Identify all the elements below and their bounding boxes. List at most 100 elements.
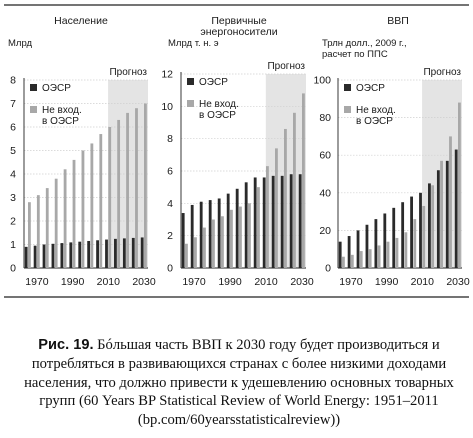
bar-non-oecd <box>135 108 138 268</box>
chart-panel-3: Прогноз 0 20 40 60 80 100 1970 1990 2010 2030 ВВП Тр… <box>313 15 469 288</box>
forecast-label: Прогноз <box>423 67 461 78</box>
x-tick-label: 1970 <box>25 276 49 288</box>
x-tick-label: 1970 <box>182 276 206 288</box>
legend-swatch <box>30 106 37 113</box>
chart-title: Первичные энергоносители <box>200 15 277 38</box>
legend-swatch <box>344 84 351 91</box>
bar-non-oecd <box>239 206 242 268</box>
bar-non-oecd <box>185 243 188 268</box>
bar-oecd <box>244 182 248 268</box>
y-tick-label: 6 <box>10 122 16 134</box>
chart-panel-2: Прогноз 0 2 4 6 8 10 12 1970 1990 2010 2030 Первичны… <box>161 15 314 288</box>
bar-oecd <box>347 236 351 268</box>
bar-non-oecd <box>81 150 85 268</box>
bar-non-oecd <box>203 227 206 268</box>
bar-non-oecd <box>45 188 49 268</box>
x-tick-label: 2030 <box>132 276 156 288</box>
bar-oecd <box>289 174 293 268</box>
bar-oecd <box>298 174 302 268</box>
bar-non-oecd <box>72 159 76 268</box>
bar-oecd <box>122 238 126 268</box>
bar-non-oecd <box>54 178 58 268</box>
bar-oecd <box>42 244 46 268</box>
legend-label: Не вход. в ОЭСР <box>356 105 396 127</box>
bar-oecd <box>235 188 239 268</box>
caption-label: Рис. 19. <box>38 337 94 353</box>
y-tick-label: 4 <box>167 198 173 210</box>
bar-oecd <box>60 243 64 268</box>
bar-oecd <box>114 238 117 268</box>
bar-non-oecd <box>126 112 129 269</box>
bar-non-oecd <box>386 241 390 268</box>
bar-oecd <box>140 237 144 268</box>
bar-oecd <box>226 193 230 268</box>
bar-oecd <box>410 196 413 268</box>
legend-swatch <box>187 100 194 107</box>
bar-non-oecd <box>404 232 408 268</box>
bar-oecd <box>217 198 221 268</box>
x-tick-label: 2010 <box>97 276 121 288</box>
y-tick-label: 2 <box>167 230 173 242</box>
bar-non-oecd <box>230 209 233 268</box>
legend-label: Не вход. в ОЭСР <box>199 99 239 121</box>
forecast-label: Прогноз <box>109 67 147 78</box>
bar-oecd <box>401 202 405 268</box>
bar-non-oecd <box>194 237 197 268</box>
bar-non-oecd <box>368 249 372 268</box>
legend-label: ОЭСР <box>356 83 385 94</box>
bar-oecd <box>356 230 360 268</box>
y-tick-label: 8 <box>10 75 16 87</box>
y-tick-label: 4 <box>10 169 16 181</box>
bar-oecd <box>365 224 369 268</box>
bar-non-oecd <box>422 205 426 268</box>
bar-non-oecd <box>108 127 112 268</box>
y-tick-label: 80 <box>319 112 331 124</box>
bar-oecd <box>96 240 99 268</box>
x-tick-label: 2010 <box>411 276 435 288</box>
y-tick-label: 40 <box>319 187 331 199</box>
bar-non-oecd <box>275 148 278 268</box>
y-tick-label: 1 <box>10 239 16 251</box>
y-tick-label: 5 <box>10 145 16 157</box>
x-tick-label: 2030 <box>290 276 314 288</box>
y-tick-label: 10 <box>161 101 173 113</box>
legend-label: Не вход. в ОЭСР <box>42 105 82 127</box>
legend-swatch <box>187 78 194 85</box>
bar-non-oecd <box>449 136 452 268</box>
bar-oecd <box>374 219 378 268</box>
y-tick-label: 0 <box>325 263 331 275</box>
bar-oecd <box>69 242 73 268</box>
x-tick-label: 1990 <box>218 276 242 288</box>
y-tick-label: 60 <box>319 150 331 162</box>
legend: ОЭСР Не вход. в ОЭСР <box>344 83 396 127</box>
chart-title: Население <box>54 15 108 27</box>
bar-oecd <box>262 177 266 268</box>
bar-oecd <box>33 245 37 268</box>
bar-oecd <box>436 170 440 268</box>
bar-non-oecd <box>395 237 399 268</box>
legend-swatch <box>344 106 351 113</box>
bar-non-oecd <box>440 160 443 268</box>
x-tick-label: 1990 <box>61 276 85 288</box>
x-tick-label: 1970 <box>339 276 363 288</box>
bar-oecd <box>199 201 203 268</box>
bar-oecd <box>190 204 194 268</box>
bar-oecd <box>383 213 387 268</box>
legend-label: ОЭСР <box>42 83 71 94</box>
bar-oecd <box>208 200 212 268</box>
bar-oecd <box>338 241 342 268</box>
x-tick-label: 2010 <box>254 276 278 288</box>
bar-non-oecd <box>342 256 345 268</box>
bar-oecd <box>131 237 135 268</box>
bar-non-oecd <box>63 169 67 268</box>
y-tick-label: 20 <box>319 225 331 237</box>
bar-non-oecd <box>90 143 94 268</box>
y-axis-label: Млрд <box>8 38 33 49</box>
bar-oecd <box>181 213 185 268</box>
y-tick-label: 0 <box>167 263 173 275</box>
legend: ОЭСР Не вход. в ОЭСР <box>187 77 239 121</box>
bar-non-oecd <box>413 219 417 268</box>
bar-oecd <box>445 160 449 268</box>
